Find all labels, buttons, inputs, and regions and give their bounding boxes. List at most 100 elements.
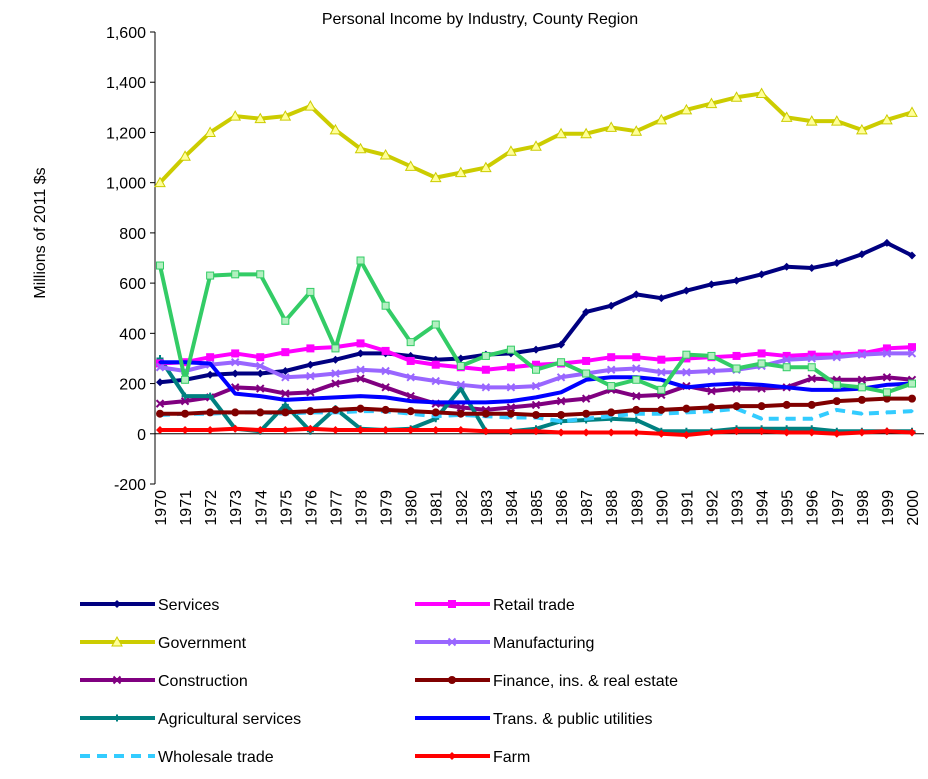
marker [156, 426, 164, 435]
x-tick-label: 1979 [379, 490, 396, 526]
legend-item: Manufacturing [415, 635, 594, 652]
marker [810, 417, 814, 421]
legend-item: Trans. & public utilities [415, 711, 652, 728]
marker [331, 355, 340, 364]
marker [381, 366, 390, 376]
marker [607, 382, 616, 391]
x-tick-label: 1980 [404, 490, 421, 526]
marker [559, 390, 563, 394]
series [156, 394, 916, 419]
marker [434, 400, 438, 404]
marker [231, 408, 240, 417]
legend-item: Agricultural services [80, 711, 301, 728]
marker [181, 426, 190, 435]
marker [181, 375, 190, 384]
marker [835, 408, 839, 412]
marker [431, 376, 440, 386]
marker [857, 428, 866, 437]
marker [632, 290, 641, 299]
marker [707, 366, 716, 376]
marker [356, 404, 365, 413]
marker [908, 343, 916, 352]
marker [782, 363, 791, 372]
marker [532, 345, 540, 354]
x-tick-label: 1978 [354, 490, 371, 526]
marker [256, 408, 265, 417]
marker [183, 360, 187, 364]
x-tick-label: 1993 [730, 490, 747, 526]
marker [707, 428, 716, 437]
legend-label: Farm [493, 749, 530, 766]
marker [356, 339, 365, 348]
marker [256, 353, 265, 362]
marker [882, 388, 891, 397]
marker [431, 426, 440, 435]
marker [331, 344, 340, 353]
series-line [158, 91, 913, 185]
marker [607, 353, 616, 362]
marker [785, 417, 789, 421]
marker [206, 408, 215, 417]
marker [732, 427, 741, 436]
marker [557, 358, 566, 367]
marker [632, 405, 641, 414]
marker [757, 349, 766, 358]
y-tick-label: 1,400 [106, 75, 146, 92]
marker [530, 140, 542, 151]
marker [732, 364, 741, 373]
marker [306, 407, 315, 416]
marker [231, 349, 240, 358]
marker [682, 404, 691, 413]
marker [760, 383, 764, 387]
marker [456, 380, 466, 390]
legend-label: Retail trade [493, 597, 575, 614]
marker [881, 113, 893, 125]
y-tick-label: 400 [119, 326, 146, 343]
marker [584, 417, 588, 421]
legend-label: Government [158, 635, 247, 652]
marker [454, 166, 467, 178]
marker [180, 396, 190, 406]
x-tick-label: 1983 [479, 490, 496, 526]
marker [655, 113, 668, 125]
marker [333, 395, 337, 399]
marker [406, 356, 415, 365]
marker [281, 426, 290, 435]
marker [555, 127, 567, 139]
marker [531, 400, 541, 410]
marker [506, 345, 515, 354]
series [155, 349, 917, 392]
marker [534, 395, 538, 399]
marker [682, 286, 691, 295]
x-tick-label: 1995 [780, 490, 797, 526]
legend-item: Wholesale trade [80, 749, 274, 766]
marker [582, 307, 591, 316]
marker [481, 409, 490, 418]
legend-marker [447, 637, 457, 647]
y-tick-label: 600 [119, 276, 146, 293]
legend-label: Manufacturing [493, 635, 594, 652]
marker [556, 396, 566, 406]
marker [156, 378, 164, 387]
marker [256, 426, 265, 435]
x-tick-label: 1997 [830, 490, 847, 526]
marker [279, 110, 292, 121]
chart-title: Personal Income by Industry, County Regi… [322, 11, 638, 28]
marker [882, 427, 891, 436]
marker [605, 121, 618, 132]
marker [857, 375, 867, 384]
marker [381, 301, 390, 310]
marker [484, 400, 488, 404]
marker [657, 294, 666, 303]
marker [179, 150, 191, 161]
marker [505, 145, 517, 156]
marker [531, 381, 541, 391]
marker [705, 97, 718, 109]
marker [532, 365, 540, 374]
marker [780, 111, 793, 122]
marker [682, 368, 691, 377]
series [156, 238, 916, 387]
marker [807, 264, 816, 273]
marker [306, 388, 315, 397]
